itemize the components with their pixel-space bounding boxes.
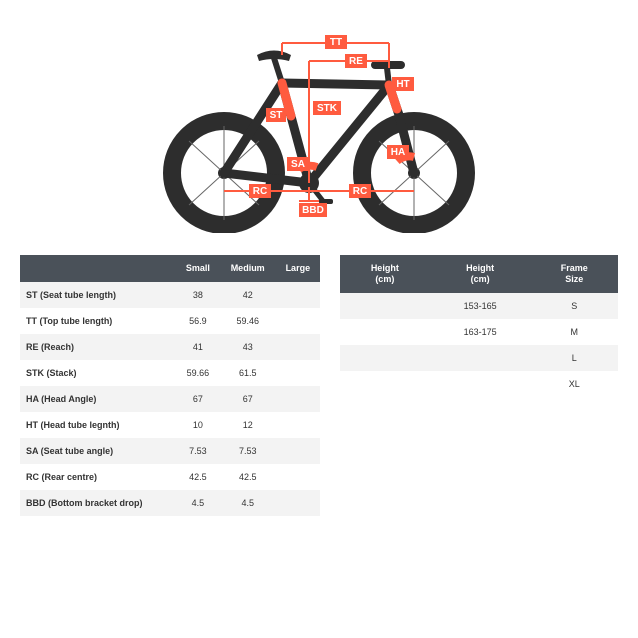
geo-row-label: RE (Reach)	[20, 334, 176, 360]
geo-cell: 56.9	[176, 308, 220, 334]
geo-cell	[276, 308, 320, 334]
size-cell	[340, 371, 430, 397]
size-cell	[340, 319, 430, 345]
label-tt: TT	[330, 37, 342, 48]
geo-cell: 12	[220, 412, 276, 438]
geo-cell: 41	[176, 334, 220, 360]
geo-row-label: RC (Rear centre)	[20, 464, 176, 490]
label-sa: SA	[291, 159, 305, 170]
geo-header-small: Small	[176, 255, 220, 282]
geo-row-label: HT (Head tube legnth)	[20, 412, 176, 438]
geo-cell	[276, 360, 320, 386]
table-row: RC (Rear centre)42.542.5	[20, 464, 320, 490]
size-cell: 153-165	[430, 293, 531, 319]
size-cell	[430, 345, 531, 371]
size-cell: L	[531, 345, 618, 371]
table-row: 163-175M	[340, 319, 618, 345]
geo-cell: 43	[220, 334, 276, 360]
table-row: XL	[340, 371, 618, 397]
size-header-frame: FrameSize	[531, 255, 618, 293]
size-cell: XL	[531, 371, 618, 397]
table-row: STK (Stack)59.6661.5	[20, 360, 320, 386]
geometry-table: Small Medium Large ST (Seat tube length)…	[20, 255, 320, 516]
geo-header-large: Large	[276, 255, 320, 282]
geo-cell	[276, 334, 320, 360]
geo-cell: 38	[176, 282, 220, 308]
size-cell	[340, 293, 430, 319]
geo-cell	[276, 464, 320, 490]
size-cell	[340, 345, 430, 371]
geo-cell: 4.5	[176, 490, 220, 516]
label-st: ST	[270, 110, 283, 121]
geo-cell: 67	[176, 386, 220, 412]
size-cell	[430, 371, 531, 397]
label-rc-left: RC	[253, 186, 267, 197]
geo-row-label: ST (Seat tube length)	[20, 282, 176, 308]
geo-cell	[276, 412, 320, 438]
geo-row-label: HA (Head Angle)	[20, 386, 176, 412]
label-bbd: BBD	[302, 205, 324, 216]
geo-cell: 7.53	[176, 438, 220, 464]
geo-cell	[276, 490, 320, 516]
geo-row-label: BBD (Bottom bracket drop)	[20, 490, 176, 516]
geo-cell: 10	[176, 412, 220, 438]
size-header-height2: Height(cm)	[430, 255, 531, 293]
size-cell: M	[531, 319, 618, 345]
tables-container: Small Medium Large ST (Seat tube length)…	[0, 255, 638, 516]
table-row: SA (Seat tube angle)7.537.53	[20, 438, 320, 464]
geo-header-medium: Medium	[220, 255, 276, 282]
size-table: Height(cm) Height(cm) FrameSize 153-165S…	[340, 255, 618, 516]
geo-cell: 67	[220, 386, 276, 412]
table-row: RE (Reach)4143	[20, 334, 320, 360]
geo-cell	[276, 386, 320, 412]
label-ht: HT	[396, 79, 409, 90]
geo-cell: 59.46	[220, 308, 276, 334]
geo-cell: 42	[220, 282, 276, 308]
table-row: TT (Top tube length)56.959.46	[20, 308, 320, 334]
geo-cell: 42.5	[176, 464, 220, 490]
size-cell: S	[531, 293, 618, 319]
table-row: BBD (Bottom bracket drop)4.54.5	[20, 490, 320, 516]
label-re: RE	[349, 56, 363, 67]
table-row: ST (Seat tube length)3842	[20, 282, 320, 308]
geo-cell: 7.53	[220, 438, 276, 464]
geo-row-label: SA (Seat tube angle)	[20, 438, 176, 464]
label-stk: STK	[317, 103, 338, 114]
geo-cell: 42.5	[220, 464, 276, 490]
size-cell: 163-175	[430, 319, 531, 345]
table-row: HT (Head tube legnth)1012	[20, 412, 320, 438]
size-header-height1: Height(cm)	[340, 255, 430, 293]
geo-row-label: STK (Stack)	[20, 360, 176, 386]
geo-cell	[276, 438, 320, 464]
bike-geometry-diagram: TT RE HT STK ST SA HA RC RC BBD	[0, 0, 638, 240]
table-row: HA (Head Angle)6767	[20, 386, 320, 412]
table-row: L	[340, 345, 618, 371]
geo-cell	[276, 282, 320, 308]
geo-cell: 4.5	[220, 490, 276, 516]
geo-cell: 61.5	[220, 360, 276, 386]
geo-row-label: TT (Top tube length)	[20, 308, 176, 334]
geo-header-blank	[20, 255, 176, 282]
geo-cell: 59.66	[176, 360, 220, 386]
label-ha: HA	[391, 147, 405, 158]
table-row: 153-165S	[340, 293, 618, 319]
label-rc-right: RC	[353, 186, 367, 197]
